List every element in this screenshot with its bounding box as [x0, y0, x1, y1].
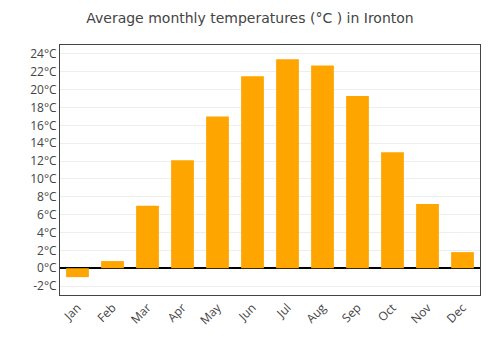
svg-text:Oct: Oct: [374, 299, 400, 325]
svg-text:Average monthly temperatures (: Average monthly temperatures (°C ) in Ir…: [86, 10, 414, 26]
svg-text:2°C: 2°C: [37, 242, 57, 259]
svg-text:-2°C: -2°C: [33, 277, 57, 294]
svg-text:Feb: Feb: [93, 299, 119, 325]
svg-text:Aug: Aug: [302, 299, 330, 327]
svg-text:12°C: 12°C: [30, 152, 57, 169]
svg-text:6°C: 6°C: [37, 206, 57, 223]
svg-text:20°C: 20°C: [30, 81, 57, 98]
svg-text:14°C: 14°C: [30, 134, 57, 151]
svg-text:Mar: Mar: [127, 299, 155, 327]
svg-text:Jun: Jun: [234, 299, 259, 324]
svg-text:22°C: 22°C: [30, 63, 57, 80]
svg-text:Jul: Jul: [272, 299, 294, 321]
svg-text:16°C: 16°C: [30, 117, 57, 134]
svg-text:18°C: 18°C: [30, 99, 57, 116]
svg-text:May: May: [196, 299, 225, 328]
svg-text:Dec: Dec: [443, 299, 470, 326]
svg-text:Nov: Nov: [407, 299, 435, 327]
svg-text:0°C: 0°C: [37, 259, 57, 276]
svg-text:24°C: 24°C: [30, 45, 57, 62]
svg-text:8°C: 8°C: [37, 188, 57, 205]
svg-text:10°C: 10°C: [30, 170, 57, 187]
svg-text:Sep: Sep: [338, 299, 365, 326]
svg-text:Jan: Jan: [60, 299, 85, 324]
svg-text:4°C: 4°C: [37, 224, 57, 241]
svg-text:Apr: Apr: [164, 299, 190, 325]
